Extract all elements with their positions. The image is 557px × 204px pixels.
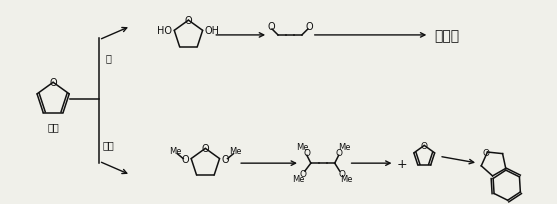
- Text: Me: Me: [229, 146, 242, 155]
- Text: O: O: [202, 144, 209, 154]
- Text: O: O: [267, 22, 275, 32]
- Text: Me: Me: [169, 146, 182, 155]
- Text: O: O: [305, 22, 312, 32]
- Text: OH: OH: [204, 26, 219, 36]
- Text: 呼唷: 呼唷: [47, 121, 59, 131]
- Text: O: O: [338, 169, 345, 178]
- Text: Me: Me: [296, 142, 308, 151]
- Text: O: O: [50, 78, 57, 88]
- Text: +: +: [397, 157, 408, 170]
- Text: O: O: [222, 154, 229, 164]
- Text: O: O: [182, 154, 189, 164]
- Text: O: O: [483, 148, 490, 157]
- Text: Me: Me: [340, 175, 353, 184]
- Text: O: O: [335, 148, 342, 157]
- Text: O: O: [184, 16, 192, 26]
- Text: O: O: [421, 141, 428, 150]
- Text: 聚合物: 聚合物: [434, 29, 460, 43]
- Text: Me: Me: [292, 175, 304, 184]
- Text: HO: HO: [157, 26, 172, 36]
- Text: O: O: [304, 148, 310, 157]
- Text: Me: Me: [339, 142, 351, 151]
- Text: 甲醇: 甲醇: [103, 140, 115, 150]
- Text: 水: 水: [106, 52, 112, 62]
- Text: O: O: [299, 169, 306, 178]
